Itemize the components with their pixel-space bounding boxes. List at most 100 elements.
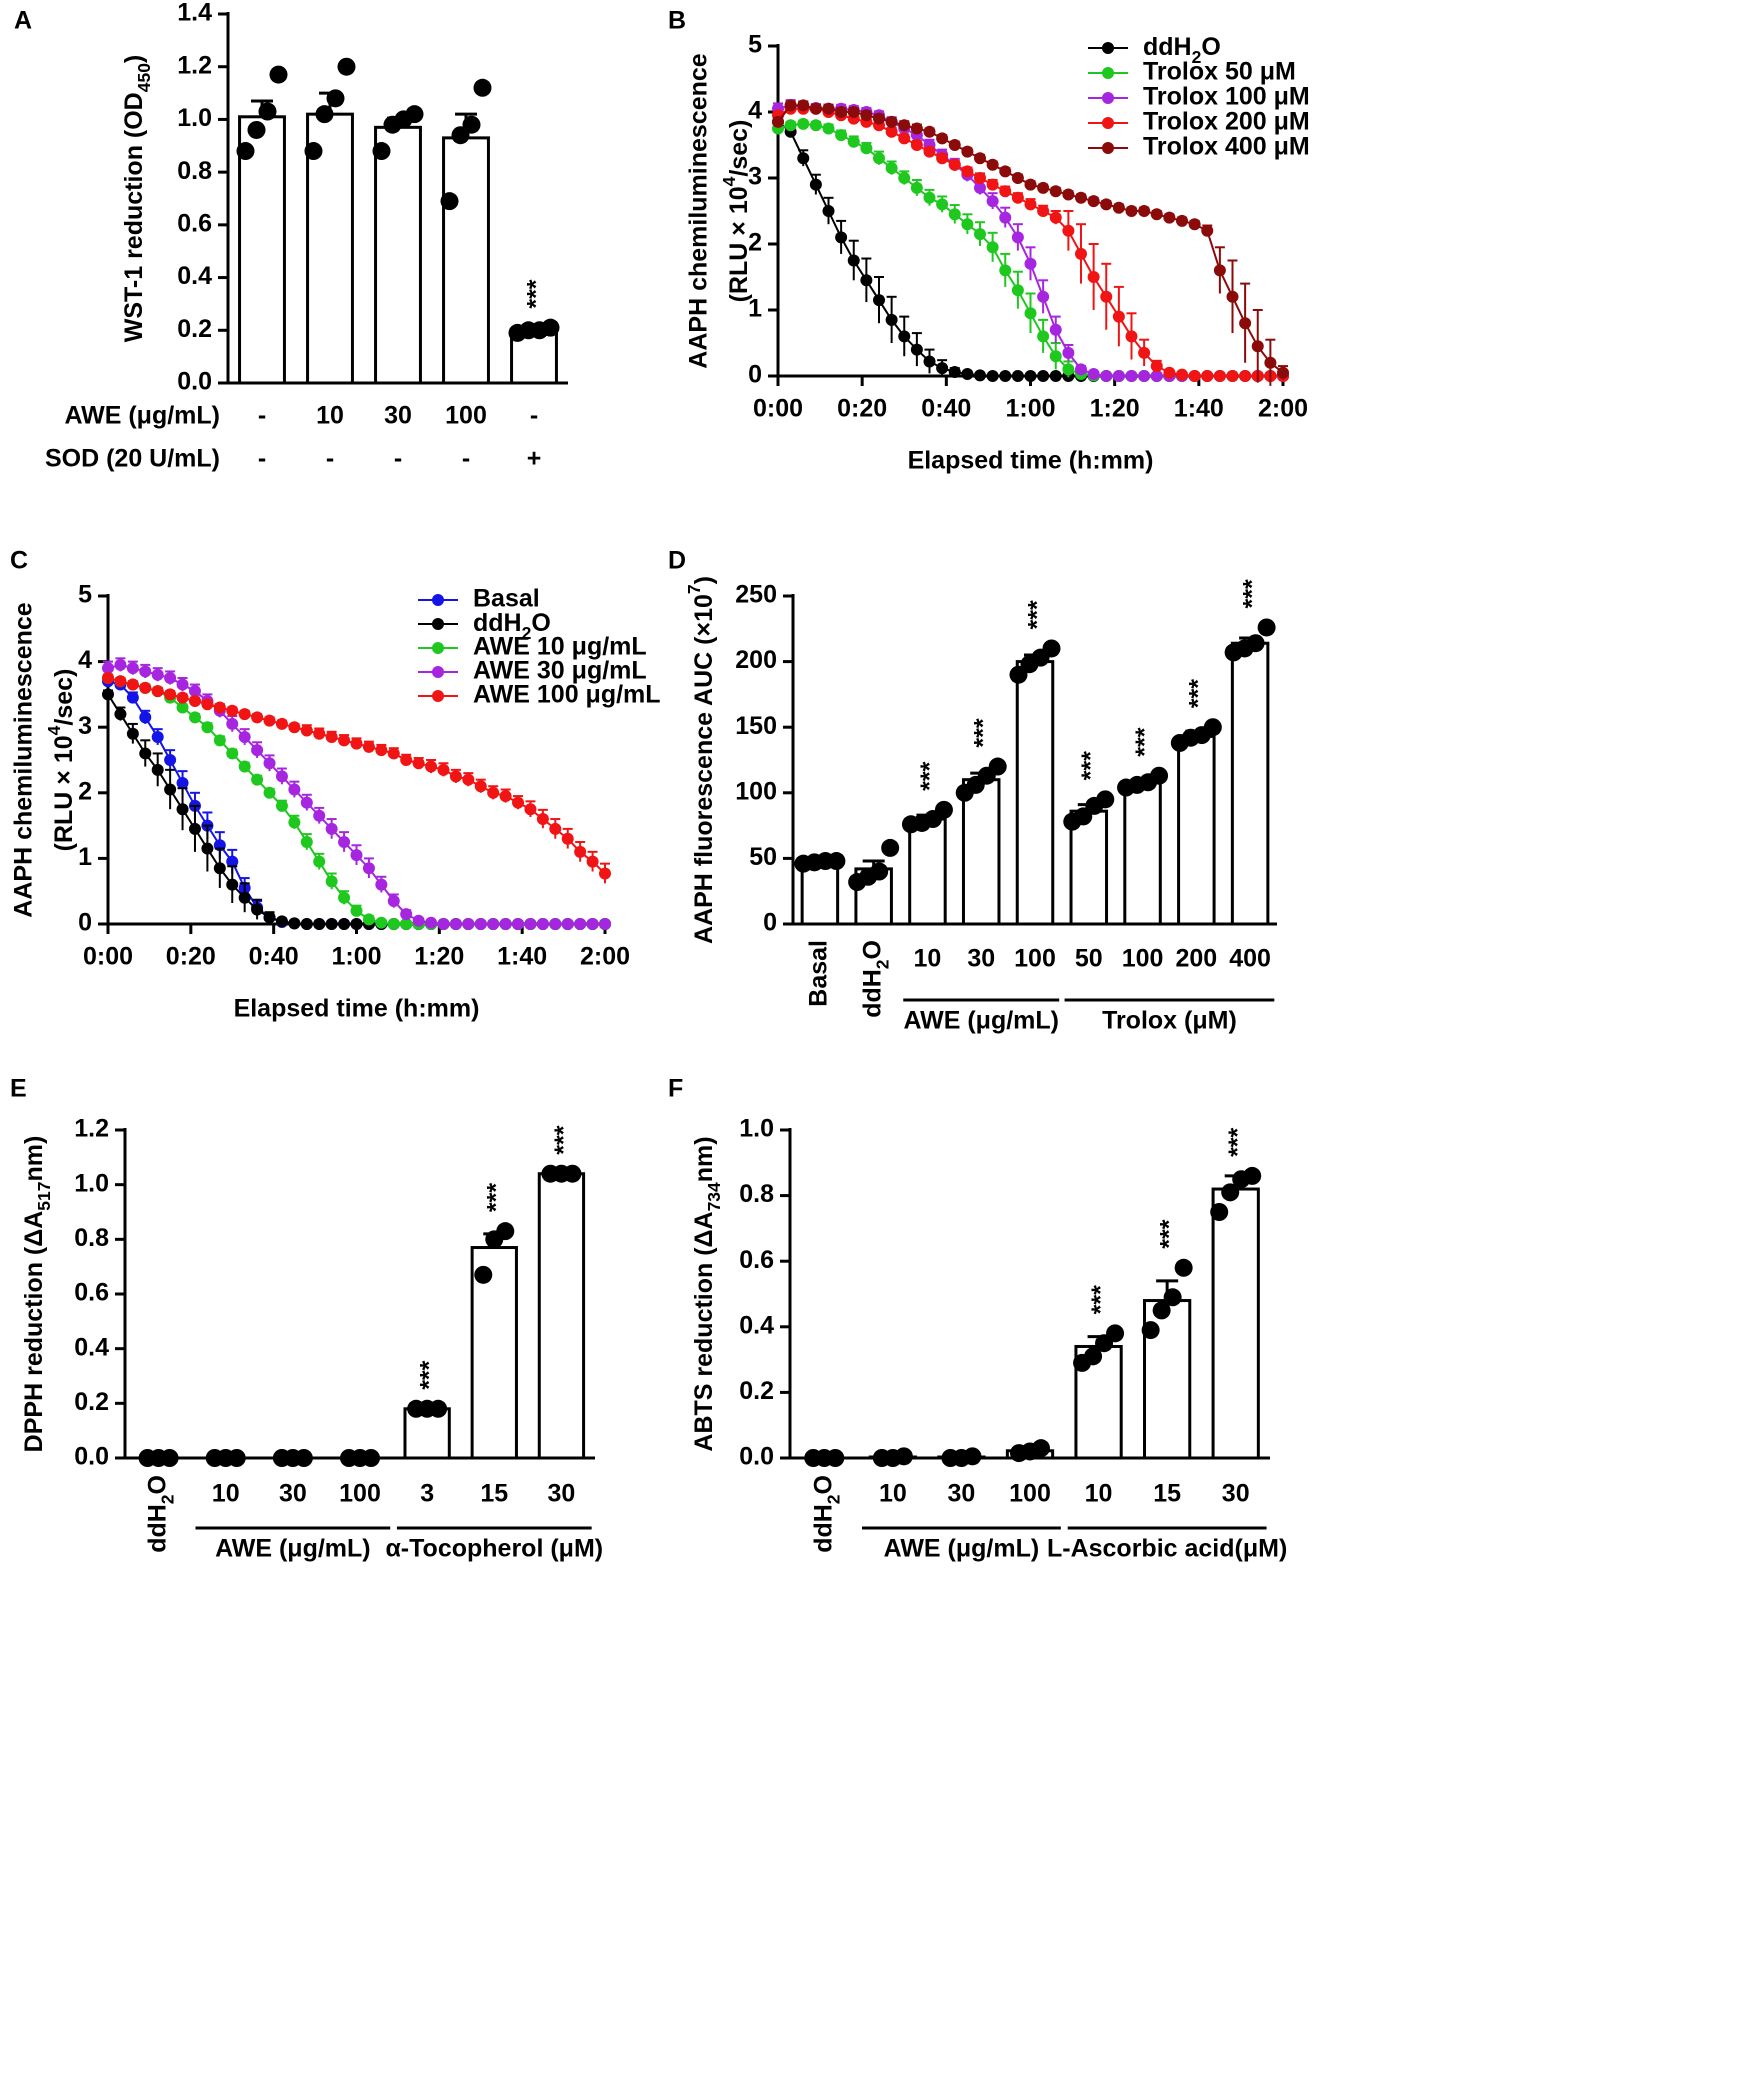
x-tick-label: 100 xyxy=(1009,1480,1051,1508)
row-value: - xyxy=(258,402,266,430)
data-point xyxy=(574,918,587,930)
data-point xyxy=(898,119,911,132)
data-point xyxy=(226,747,239,760)
y-tick-label: 0 xyxy=(78,909,92,937)
data-point xyxy=(1138,346,1151,359)
data-point xyxy=(201,721,214,734)
y-tick-label: 2 xyxy=(748,229,762,257)
data-point xyxy=(1049,370,1062,382)
data-point xyxy=(822,205,835,217)
data-point xyxy=(1011,191,1024,204)
data-point xyxy=(1152,1301,1171,1320)
y-tick-label: 1.4 xyxy=(177,0,212,27)
data-point xyxy=(325,875,338,888)
group-label: AWE (μg/mL) xyxy=(903,1007,1059,1035)
x-tick-label: 1:40 xyxy=(1174,395,1224,423)
data-point xyxy=(188,822,201,835)
data-point xyxy=(499,790,512,803)
legend-label-part: O xyxy=(1201,33,1220,61)
y-tick-label: 4 xyxy=(78,646,92,674)
legend-label: Trolox 200 μM xyxy=(1143,108,1310,136)
legend-label-sub: 2 xyxy=(1192,47,1202,67)
data-point xyxy=(797,152,810,165)
data-point xyxy=(387,895,400,908)
data-point xyxy=(986,158,999,171)
data-point xyxy=(114,708,127,721)
x-tick-label: 100 xyxy=(1014,945,1056,973)
data-point xyxy=(1150,766,1169,785)
data-point xyxy=(440,192,459,211)
y-tick-label: 1 xyxy=(78,843,92,871)
data-point xyxy=(294,1449,313,1467)
data-point xyxy=(375,744,388,757)
data-point xyxy=(885,115,898,128)
x-tick-label: 15 xyxy=(1153,1480,1181,1508)
data-point xyxy=(325,918,338,930)
data-point xyxy=(1087,195,1100,208)
y-tick-label: 0.0 xyxy=(739,1443,774,1471)
data-point xyxy=(188,711,201,724)
data-point xyxy=(238,708,251,721)
row-value: - xyxy=(258,445,266,473)
data-point xyxy=(898,330,911,343)
data-point xyxy=(275,770,288,783)
data-point xyxy=(176,678,189,691)
data-point xyxy=(1100,198,1113,211)
data-point xyxy=(910,343,923,356)
data-point xyxy=(405,105,424,124)
y-tick-label: 1.0 xyxy=(74,1169,109,1197)
data-point xyxy=(437,763,450,776)
data-point xyxy=(188,685,201,698)
data-point xyxy=(487,786,500,799)
data-point xyxy=(325,822,338,835)
y-tick-label: 1.0 xyxy=(177,104,212,132)
data-point xyxy=(400,754,413,766)
data-point xyxy=(350,904,363,917)
significance: *** xyxy=(1131,727,1159,756)
data-point xyxy=(1246,634,1265,653)
bar xyxy=(374,125,422,385)
legend-marker xyxy=(1102,67,1114,79)
data-point xyxy=(102,662,114,675)
data-point xyxy=(338,734,351,747)
data-point xyxy=(986,195,999,208)
data-point xyxy=(304,142,323,161)
data-point xyxy=(300,918,313,930)
data-point xyxy=(1100,290,1113,303)
data-point xyxy=(1201,370,1214,382)
data-point xyxy=(835,231,848,244)
data-point xyxy=(263,911,276,924)
significance: *** xyxy=(1087,1285,1115,1314)
row-value: + xyxy=(527,445,542,473)
data-point xyxy=(1201,224,1214,237)
data-point xyxy=(1112,370,1125,382)
data-point xyxy=(784,99,797,112)
data-point xyxy=(586,855,599,868)
y-tick-label: 1.2 xyxy=(177,51,212,79)
data-point xyxy=(338,836,351,848)
data-point xyxy=(139,665,152,678)
data-point xyxy=(350,737,363,750)
legend-label: AWE 10 μg/mL xyxy=(473,633,647,661)
data-point xyxy=(247,120,266,139)
row-value: 10 xyxy=(316,402,344,430)
data-point xyxy=(213,701,226,714)
y-tick-label: 250 xyxy=(735,581,777,609)
data-point xyxy=(1150,208,1163,221)
data-point xyxy=(362,913,375,926)
legend-label: Basal xyxy=(473,585,540,613)
data-point xyxy=(338,891,351,904)
data-point xyxy=(873,152,885,165)
y-axis-label: ABTS reduction (ΔA734nm) xyxy=(690,1136,724,1451)
x-tick-label: ddH2O xyxy=(858,940,892,1018)
data-point xyxy=(885,162,898,175)
data-point xyxy=(847,106,860,118)
data-point xyxy=(885,313,898,326)
x-tick-label: 0:40 xyxy=(921,395,971,423)
data-point xyxy=(948,208,961,221)
legend-marker xyxy=(432,642,444,654)
data-point xyxy=(1024,307,1037,320)
data-point xyxy=(999,370,1012,382)
x-tick-label: ddH2O xyxy=(143,1475,177,1553)
data-point xyxy=(822,122,835,135)
